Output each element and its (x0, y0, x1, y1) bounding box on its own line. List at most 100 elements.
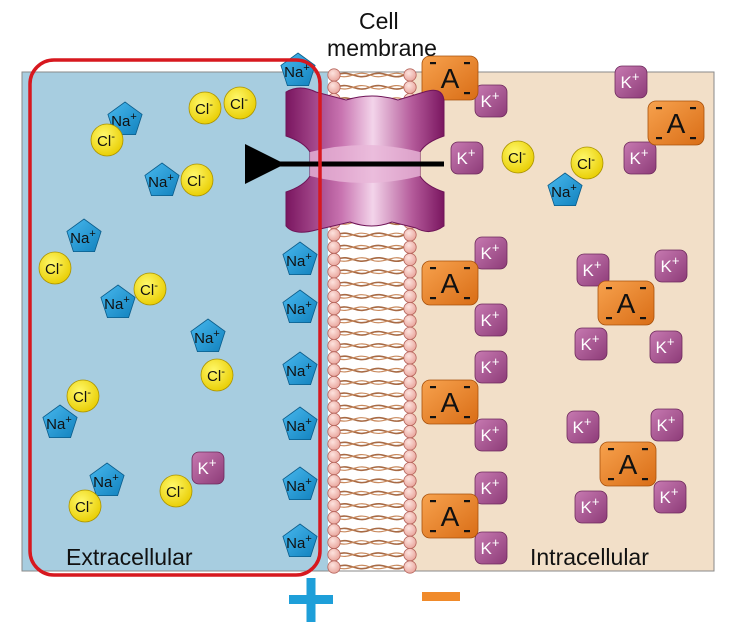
lipid-head (403, 277, 417, 291)
svg-text:K+: K+ (481, 240, 500, 263)
lipid-head (403, 68, 417, 82)
lipid-head (327, 314, 341, 328)
svg-text:K+: K+ (481, 354, 500, 377)
svg-text:Na+: Na+ (93, 472, 119, 491)
lipid-head (403, 363, 417, 377)
svg-text:Cl-: Cl- (166, 482, 184, 501)
lipid-head (403, 302, 417, 316)
sodium-ion: Na+ (107, 101, 143, 136)
diagram-frame (21, 71, 715, 572)
anion: A (421, 55, 479, 101)
svg-text:Cl-: Cl- (45, 259, 63, 278)
lipid-head (327, 425, 341, 439)
lipid-head (403, 338, 417, 353)
lipid-head (403, 265, 417, 279)
svg-text:Cl-: Cl- (187, 171, 205, 190)
lipid-head (327, 375, 341, 390)
chloride-ion: Cl- (501, 140, 535, 174)
sodium-ion: Na+ (282, 406, 318, 441)
lipid-head (327, 363, 341, 377)
sodium-ion: Na+ (144, 162, 180, 197)
lipid-head (327, 265, 341, 279)
svg-text:Na+: Na+ (104, 294, 130, 313)
svg-text:A: A (441, 63, 460, 94)
sodium-ion: Na+ (282, 466, 318, 501)
intracellular-label: Intracellular (530, 544, 649, 570)
svg-text:K+: K+ (481, 475, 500, 498)
svg-text:K+: K+ (481, 535, 500, 558)
svg-text:K+: K+ (656, 334, 675, 357)
sodium-ion: Na+ (282, 523, 318, 557)
lipid-head (403, 326, 417, 340)
lipid-head (327, 400, 341, 414)
potassium-ion: K+ (474, 84, 508, 118)
svg-text:K+: K+ (481, 422, 500, 445)
svg-text:K+: K+ (621, 69, 640, 92)
lipid-head (403, 425, 417, 439)
sodium-ion: Na+ (190, 318, 226, 353)
svg-text:A: A (617, 288, 636, 319)
lipid-head (403, 289, 417, 303)
sodium-ion: Na+ (280, 52, 316, 86)
svg-text:Na+: Na+ (286, 533, 312, 552)
svg-text:Na+: Na+ (286, 416, 312, 435)
lipid-head (403, 474, 417, 488)
lipid-head (327, 486, 341, 500)
lipid-head (403, 80, 417, 94)
svg-text:Cl-: Cl- (207, 366, 225, 385)
lipid-head (403, 400, 417, 414)
potassium-ion: K+ (450, 141, 484, 175)
lipid-head (327, 560, 341, 574)
ion-layer: Na+ Na+ Na+ Na+ Na+ Na+ Na+ Na+ Na+ Na+ Na+ Na+ Na+ N… (38, 52, 705, 565)
svg-text:A: A (441, 268, 460, 299)
svg-text:Na+: Na+ (286, 361, 312, 380)
svg-text:Cl-: Cl- (97, 131, 115, 150)
lipid-head (327, 412, 341, 426)
potassium-ion: K+ (649, 330, 683, 364)
svg-text:Na+: Na+ (551, 182, 577, 201)
lipid-head (327, 289, 341, 303)
svg-text:K+: K+ (457, 145, 476, 168)
chloride-ion: Cl- (133, 272, 167, 306)
lipid-head (403, 351, 417, 365)
svg-text:K+: K+ (481, 88, 500, 111)
svg-text:K+: K+ (630, 145, 649, 168)
potassium-ion: K+ (576, 253, 610, 287)
potassium-ion: K+ (474, 350, 508, 384)
lipid-head (327, 523, 341, 537)
chloride-ion: Cl- (223, 86, 257, 120)
svg-text:Na+: Na+ (286, 251, 312, 270)
potassium-ion: K+ (574, 327, 608, 361)
lipid-head (403, 461, 417, 476)
potassium-ion: K+ (614, 65, 648, 99)
svg-text:K+: K+ (581, 331, 600, 354)
sodium-ion: Na+ (66, 218, 102, 253)
lipid-head (327, 302, 341, 316)
lipid-head (327, 326, 341, 340)
potassium-ion: K+ (653, 480, 687, 514)
anion: A (599, 441, 657, 487)
lipid-head (403, 535, 417, 550)
svg-text:Cl-: Cl- (230, 94, 248, 113)
svg-text:A: A (441, 501, 460, 532)
svg-text:Na+: Na+ (286, 476, 312, 495)
svg-text:Cl-: Cl- (140, 280, 158, 299)
sodium-ion: Na+ (547, 172, 583, 207)
lipid-head (403, 449, 417, 463)
lipid-head (403, 486, 417, 500)
lipid-head (403, 523, 417, 537)
lipid-head (403, 252, 417, 267)
potassium-ion: K+ (650, 408, 684, 442)
ion-channel (285, 87, 445, 233)
cell-membrane-title: Cell membrane (327, 8, 437, 61)
lipid-head (403, 511, 417, 525)
svg-text:K+: K+ (573, 414, 592, 437)
sodium-ion: Na+ (89, 462, 125, 497)
svg-text:Na+: Na+ (46, 414, 72, 433)
svg-text:Cl-: Cl- (195, 99, 213, 118)
potassium-ion: K+ (623, 141, 657, 175)
lipid-head (403, 314, 417, 328)
svg-text:Cl-: Cl- (75, 497, 93, 516)
potassium-ion: K+ (474, 418, 508, 452)
potassium-ion: K+ (654, 249, 688, 283)
